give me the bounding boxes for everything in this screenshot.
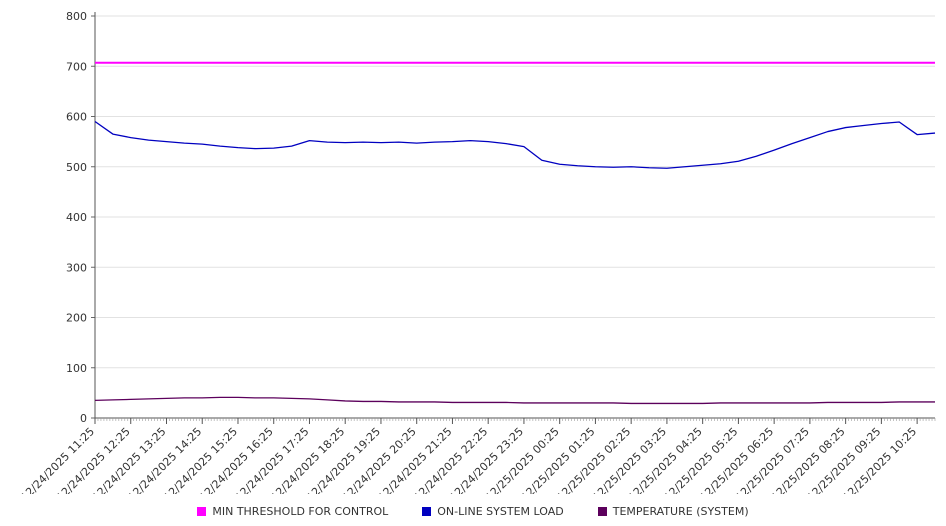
- legend-label: TEMPERATURE (SYSTEM): [612, 505, 749, 518]
- chart-plot-area: 0 100 200 300 400 500 600 700 800 12/24/2025 11:2…: [18, 10, 936, 494]
- y-axis-label: 600: [66, 111, 87, 124]
- y-axis-label: 700: [66, 60, 87, 73]
- legend-item-on-line-system-load[interactable]: ON-LINE SYSTEM LOAD: [422, 505, 564, 518]
- y-axis-label: 400: [66, 211, 87, 224]
- legend-swatch-temperature-system: [597, 507, 607, 516]
- legend-swatch-on-line-system-load: [422, 507, 432, 516]
- y-axis-label: 500: [66, 161, 87, 174]
- y-axis-label: 800: [66, 10, 87, 23]
- legend-item-min-threshold-for-control[interactable]: MIN THRESHOLD FOR CONTROL: [197, 505, 388, 518]
- y-axis-label: 100: [66, 362, 87, 375]
- y-axis-label: 200: [66, 312, 87, 325]
- y-axis-label: 0: [80, 412, 87, 425]
- x-axis-label: 12/24/2025 11:25: [18, 425, 97, 494]
- legend-label: MIN THRESHOLD FOR CONTROL: [212, 505, 389, 518]
- series-line-on-line-system-load: [94, 120, 936, 169]
- legend-label: ON-LINE SYSTEM LOAD: [437, 505, 564, 518]
- legend-item-temperature-system[interactable]: TEMPERATURE (SYSTEM): [597, 505, 749, 518]
- legend-swatch-min-threshold-for-control: [197, 507, 207, 516]
- y-axis-label: 300: [66, 261, 87, 274]
- chart-legend: MIN THRESHOLD FOR CONTROL ON-LINE SYSTEM …: [0, 505, 946, 518]
- series-line-temperature-system: [94, 396, 935, 405]
